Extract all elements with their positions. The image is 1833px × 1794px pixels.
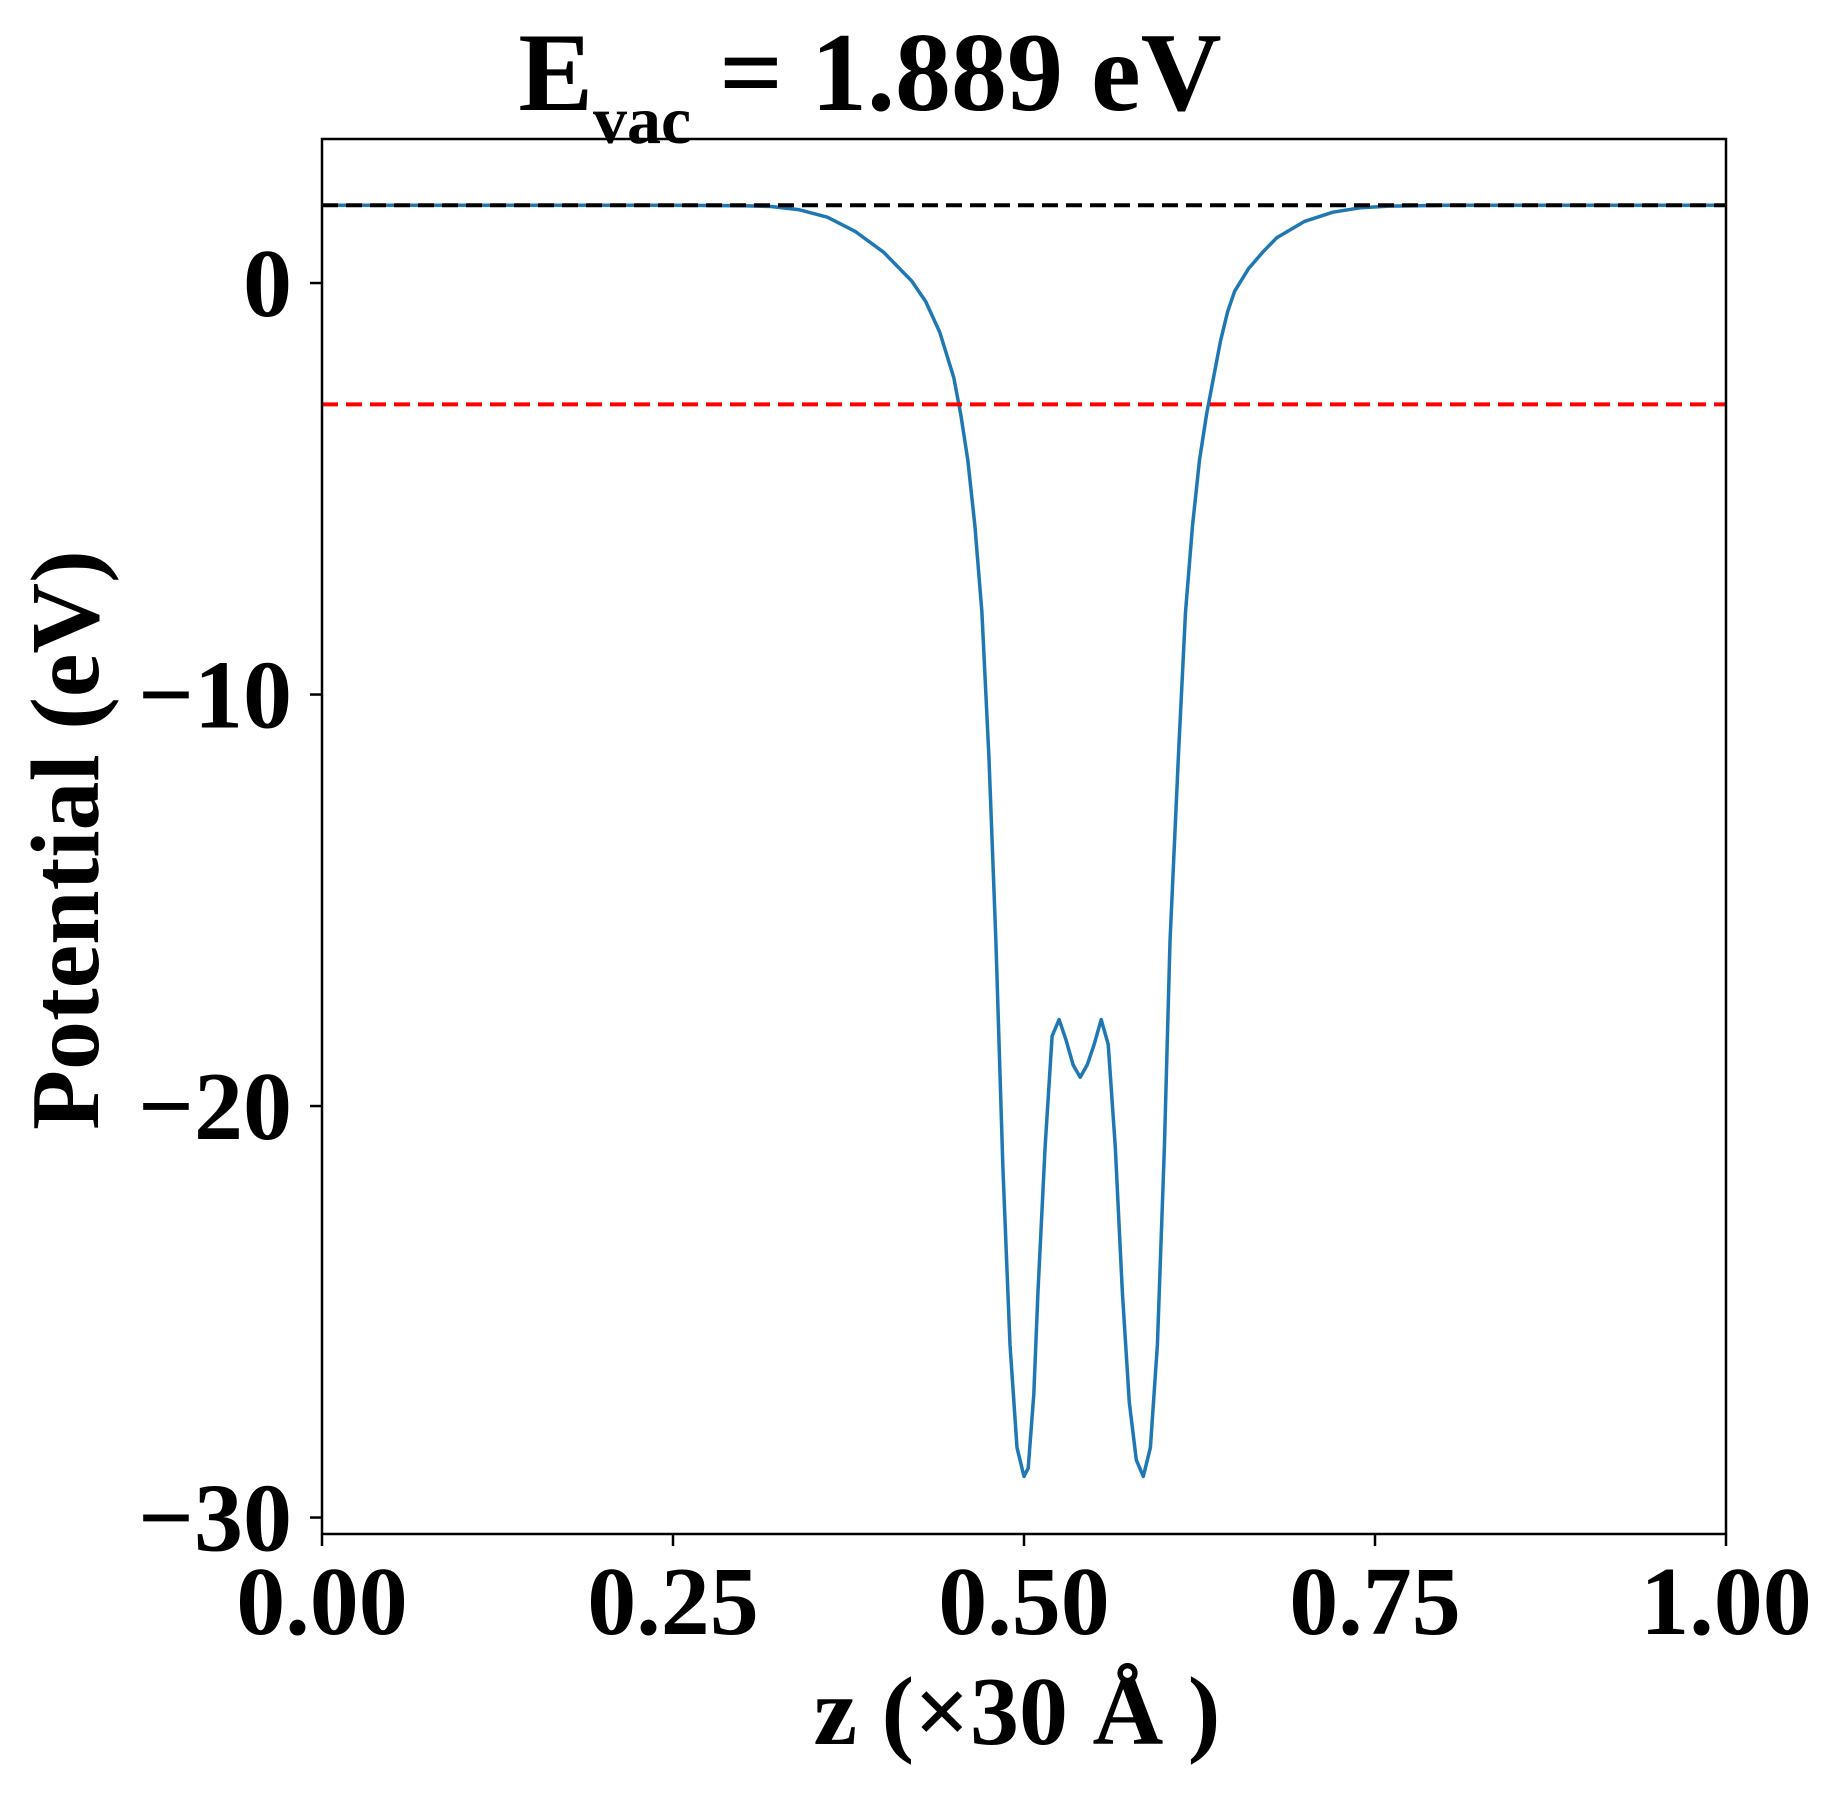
chart-title: Evac = 1.889 eV — [518, 11, 1221, 158]
x-tick-label: 0.50 — [938, 1548, 1110, 1656]
x-axis-label: z (×30 Å ) — [814, 1658, 1221, 1766]
y-tick-label: −30 — [138, 1465, 292, 1573]
x-tick-label: 0.00 — [236, 1548, 408, 1656]
chart-title-rest: = 1.889 eV — [691, 11, 1221, 135]
chart-title-main: E — [518, 11, 593, 135]
x-tick-label: 0.25 — [587, 1548, 759, 1656]
plot-series — [322, 203, 1726, 1479]
y-tick-label: 0 — [243, 230, 292, 338]
x-tick-label: 1.00 — [1640, 1548, 1812, 1656]
potential-curve — [322, 203, 1726, 1479]
y-tick-label: −20 — [138, 1053, 292, 1161]
x-tick-label: 0.75 — [1289, 1548, 1461, 1656]
plot-frame — [320, 137, 1728, 1536]
chart-title-subscript: vac — [593, 82, 691, 158]
y-axis-label: Potential (eV) — [12, 550, 120, 1130]
y-tick-label: −10 — [138, 642, 292, 750]
axis-ticks: 0.00 0.25 0.50 0.75 1.00 0 −10 −20 −30 — [138, 230, 1812, 1656]
